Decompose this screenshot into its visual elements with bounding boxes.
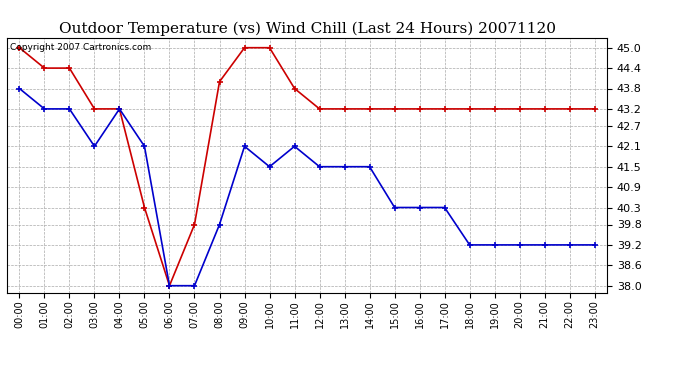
Text: Copyright 2007 Cartronics.com: Copyright 2007 Cartronics.com — [10, 43, 151, 52]
Title: Outdoor Temperature (vs) Wind Chill (Last 24 Hours) 20071120: Outdoor Temperature (vs) Wind Chill (Las… — [59, 22, 555, 36]
